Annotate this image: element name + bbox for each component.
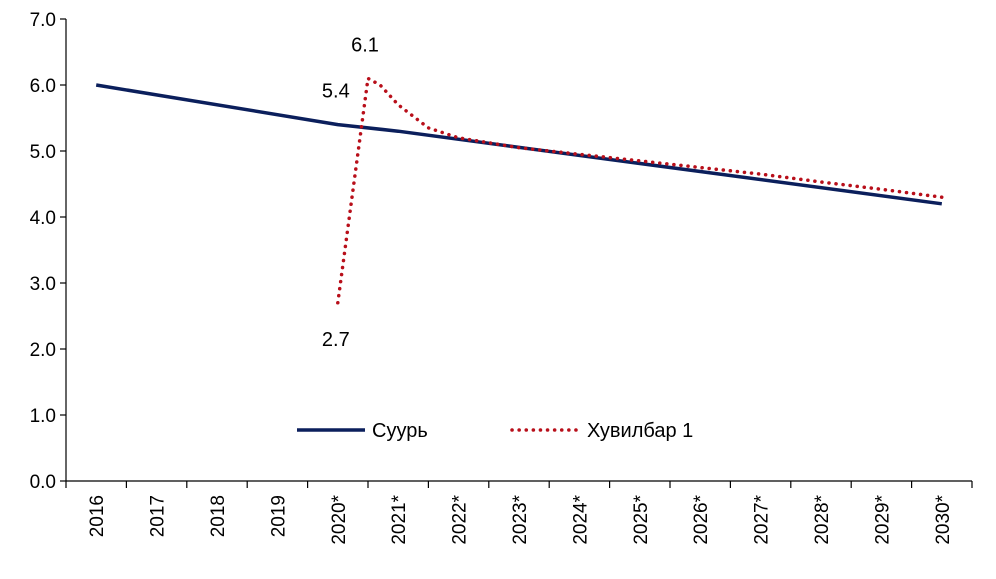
y-tick-label: 2.0	[30, 340, 56, 361]
legend: Суурь Хувилбар 1	[297, 420, 693, 442]
legend-entry: Хувилбар 1	[587, 420, 693, 442]
data-labels: 5.4 6.1 2.7	[322, 34, 379, 350]
x-tick-label: 2028*	[812, 494, 833, 544]
x-tick-label: 2026*	[691, 494, 712, 544]
data-label: 6.1	[351, 34, 379, 56]
data-label: 2.7	[322, 329, 350, 351]
y-tick-label: 6.0	[30, 76, 56, 97]
x-tick-label: 2023*	[510, 494, 531, 544]
x-tick-label: 2016	[87, 495, 108, 537]
data-label: 5.4	[322, 81, 350, 103]
y-tick-label: 3.0	[30, 274, 56, 295]
x-tick-label: 2017	[148, 495, 169, 537]
x-tick-label: 2029*	[872, 494, 893, 544]
y-tick-label: 5.0	[30, 142, 56, 163]
series-line	[95, 83, 943, 206]
x-axis-ticks: 2016 2017 2018 2019 2020* 2021* 2022* 2023* 2024…	[65, 481, 973, 545]
y-tick-label: 4.0	[30, 208, 56, 229]
x-tick-label: 2020*	[329, 494, 350, 544]
x-tick-label: 2022*	[450, 494, 471, 544]
y-tick-label: 0.0	[30, 472, 56, 493]
x-tick-label: 2025*	[631, 494, 652, 544]
axes	[65, 19, 972, 482]
x-tick-label: 2021*	[389, 494, 410, 544]
y-tick-label: 1.0	[30, 406, 56, 427]
series-lines	[95, 76, 944, 305]
x-tick-label: 2027*	[752, 494, 773, 544]
x-tick-label: 2024*	[570, 494, 591, 544]
x-tick-label: 2030*	[933, 494, 954, 544]
legend-entry: Суурь	[372, 420, 428, 442]
y-axis-ticks: 0.0 1.0 2.0 3.0 4.0 5.0 6.0 7.0	[30, 10, 66, 493]
y-tick-label: 7.0	[30, 10, 56, 31]
x-tick-label: 2019	[268, 495, 289, 537]
x-tick-label: 2018	[208, 495, 229, 537]
